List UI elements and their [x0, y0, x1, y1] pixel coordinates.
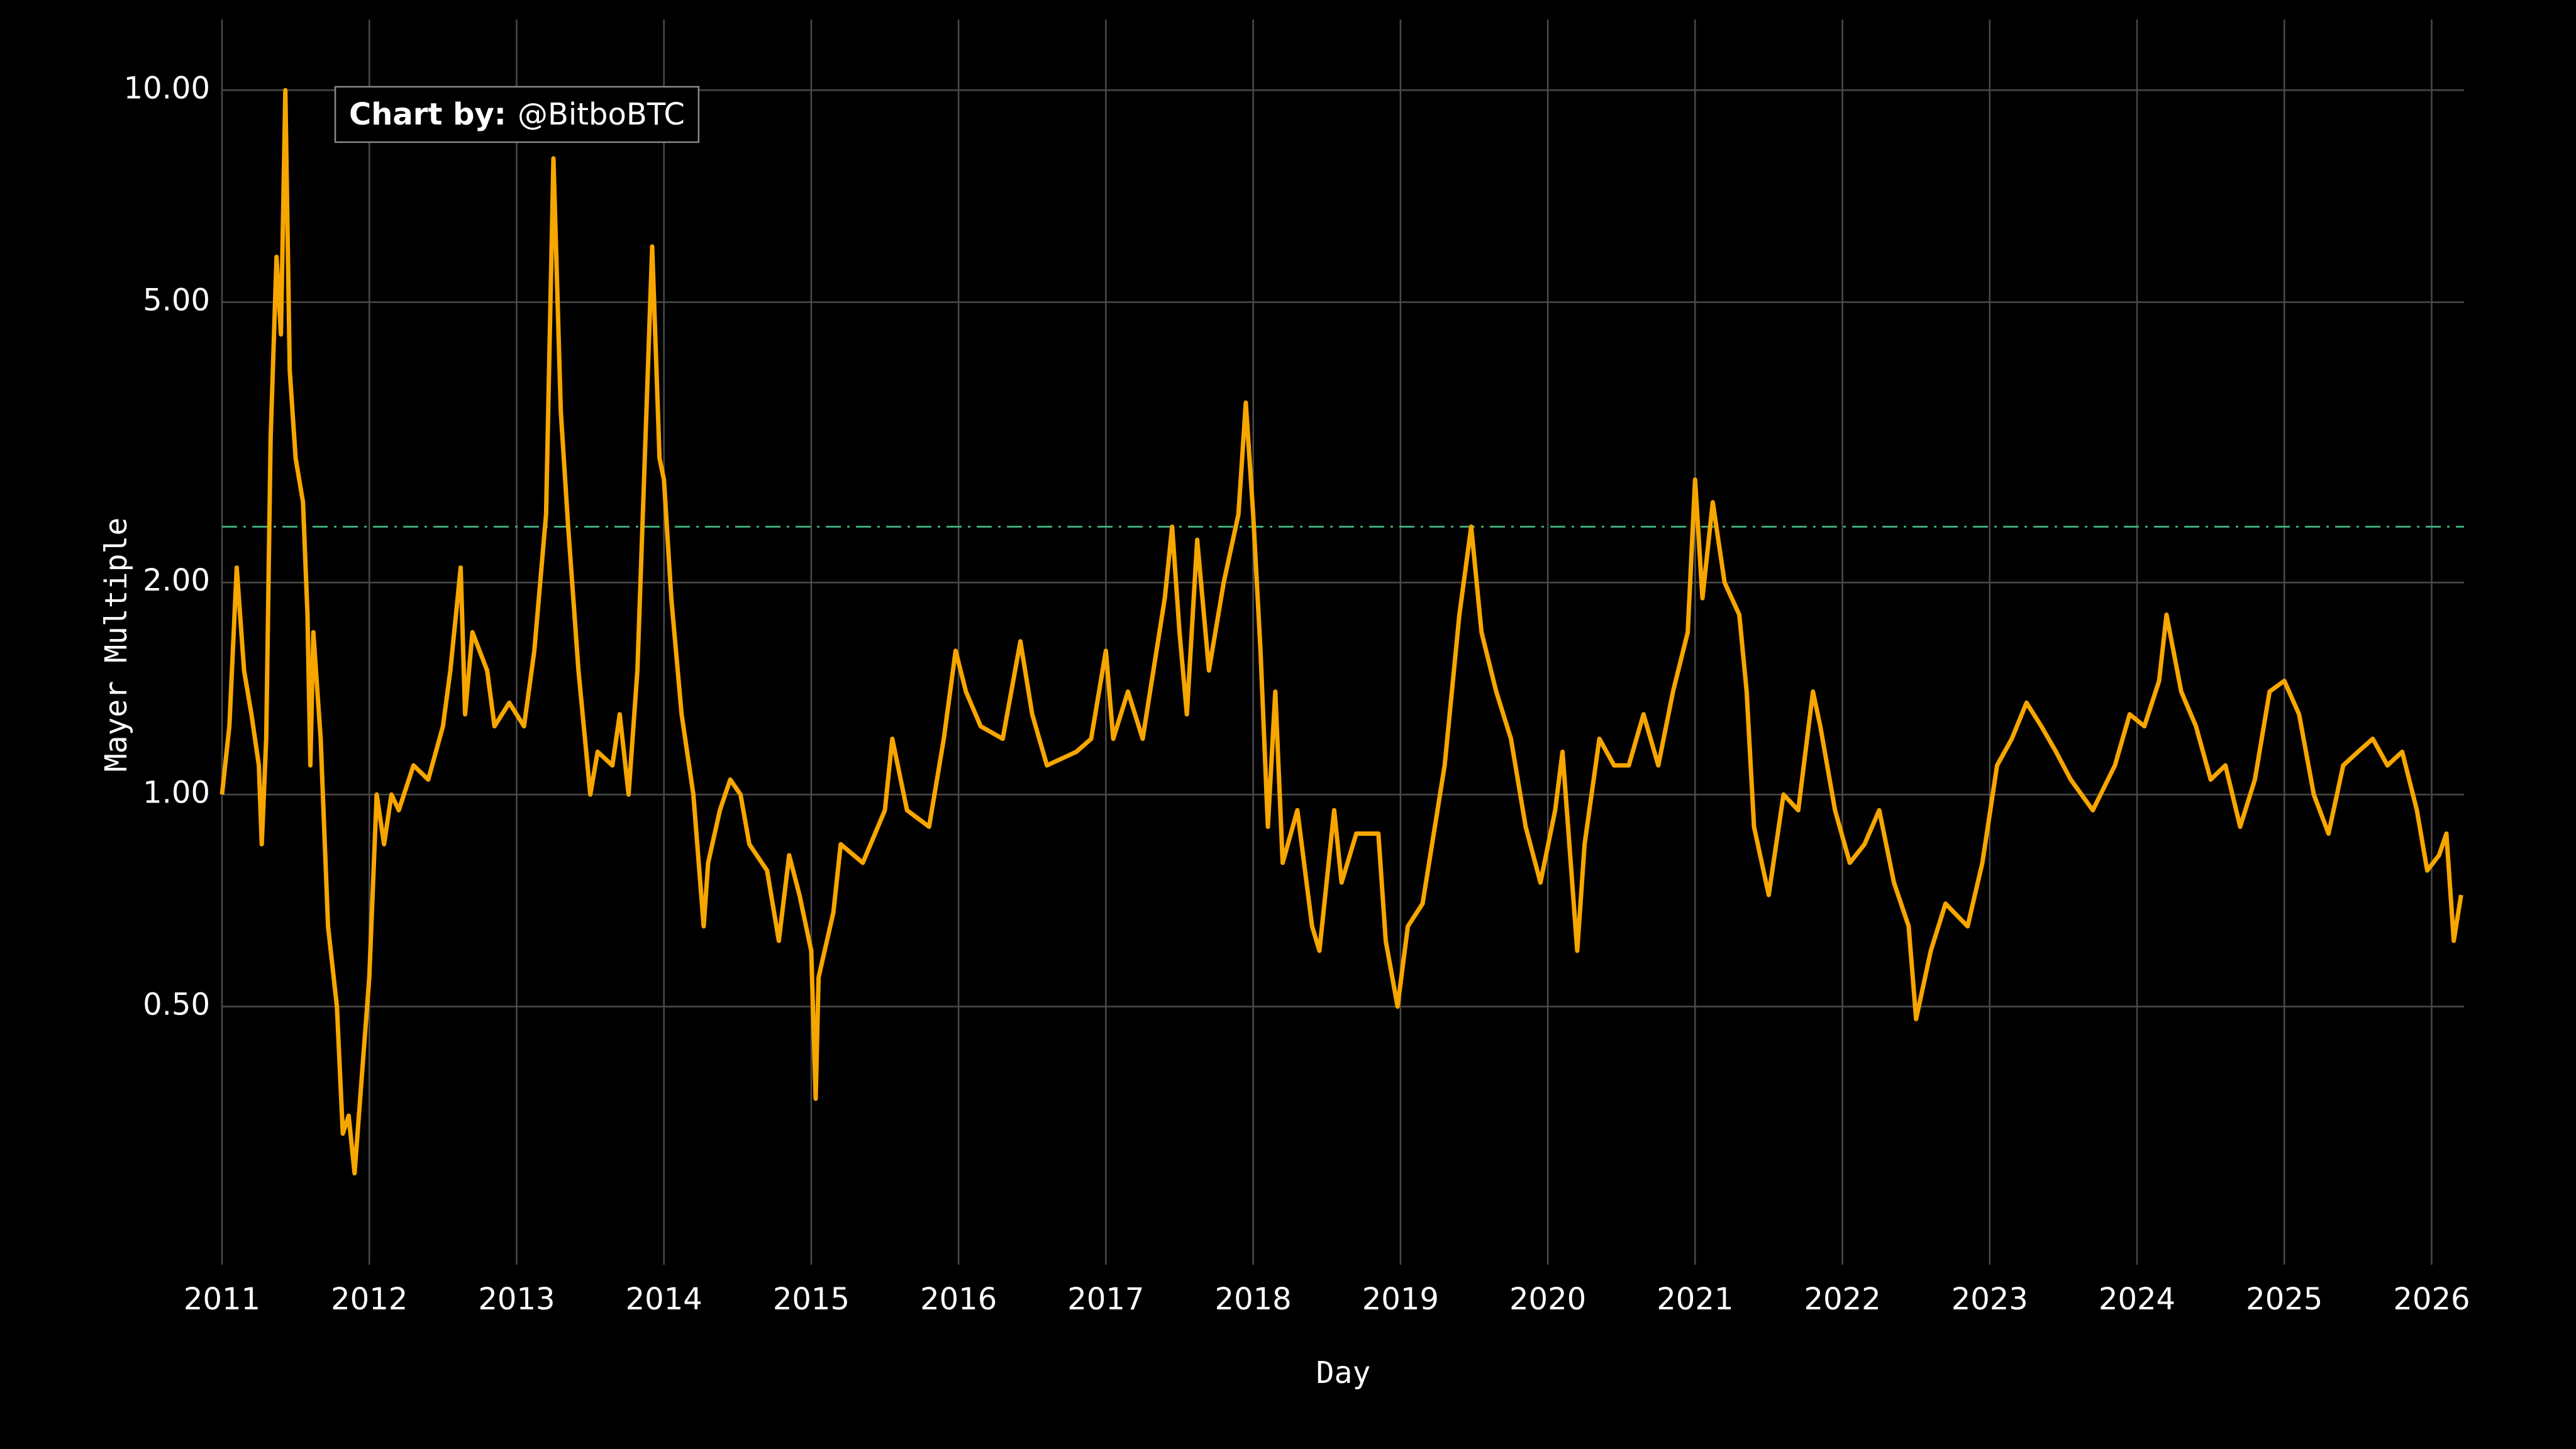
- y-tick-label: 10.00: [124, 70, 210, 106]
- x-tick-label: 2021: [1657, 1282, 1733, 1317]
- x-tick-label: 2020: [1509, 1282, 1586, 1317]
- x-tick-label: 2013: [478, 1282, 555, 1317]
- y-tick-label: 1.00: [143, 775, 210, 810]
- x-tick-label: 2015: [773, 1282, 850, 1317]
- x-tick-label: 2022: [1804, 1282, 1880, 1317]
- x-tick-label: 2014: [626, 1282, 702, 1317]
- x-tick-label: 2024: [2099, 1282, 2175, 1317]
- x-tick-label: 2023: [1951, 1282, 2028, 1317]
- x-tick-label: 2011: [184, 1282, 260, 1317]
- x-tick-label: 2016: [920, 1282, 997, 1317]
- y-tick-label: 0.50: [143, 987, 210, 1023]
- y-tick-label: 5.00: [143, 283, 210, 318]
- annotation-box: [334, 86, 700, 143]
- y-tick-label: 2.00: [143, 563, 210, 598]
- x-tick-label: 2019: [1362, 1282, 1439, 1317]
- x-tick-label: 2018: [1215, 1282, 1292, 1317]
- x-tick-label: 2026: [2393, 1282, 2470, 1317]
- annotation-text: Chart by: @BitboBTC: [349, 97, 685, 132]
- annotation: Chart by: @BitboBTC: [334, 86, 700, 143]
- data-line: [219, 87, 2463, 1175]
- annotation-value: @BitboBTC: [518, 97, 685, 132]
- y-axis-title: Mayer Multiple: [99, 518, 134, 772]
- x-tick-label: 2025: [2246, 1282, 2323, 1317]
- x-axis-title: Day: [1316, 1355, 1371, 1391]
- x-tick-label: 2017: [1067, 1282, 1144, 1317]
- annotation-label: Chart by:: [349, 97, 506, 132]
- x-tick-label: 2012: [331, 1282, 408, 1317]
